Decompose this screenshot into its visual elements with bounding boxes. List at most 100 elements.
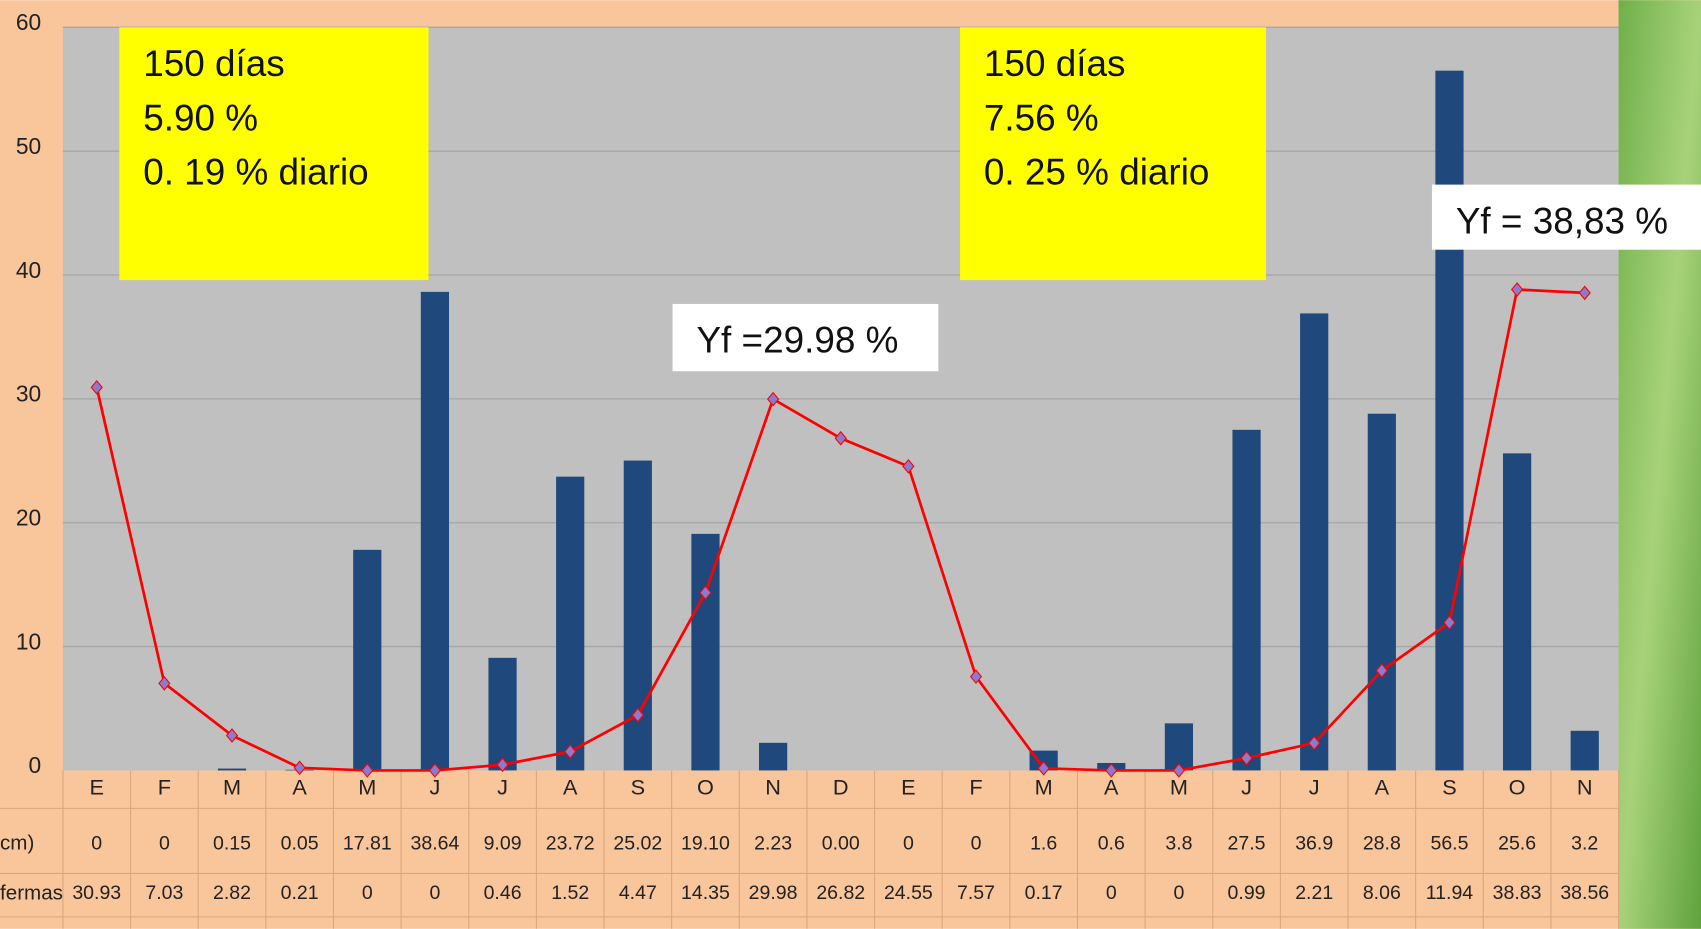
table-cell: 0 bbox=[1173, 882, 1184, 904]
row-label: cm) bbox=[0, 832, 34, 855]
marker bbox=[1172, 763, 1186, 778]
bar bbox=[691, 533, 720, 771]
marker bbox=[225, 728, 239, 743]
table-cell: 0.00 bbox=[822, 832, 860, 854]
bar bbox=[488, 657, 517, 771]
marker bbox=[1308, 735, 1321, 751]
table-cell: 0 bbox=[903, 832, 914, 854]
table-cell: 2.23 bbox=[754, 832, 792, 854]
x-tick-label: E bbox=[901, 775, 915, 800]
table-cell: 0 bbox=[362, 882, 373, 904]
x-tick-label: J bbox=[497, 775, 508, 800]
table-cell: 38.56 bbox=[1560, 882, 1609, 904]
annotation-text: 150 días bbox=[143, 43, 284, 84]
y-tick-label: 10 bbox=[16, 628, 41, 654]
y-tick-label: 0 bbox=[29, 752, 42, 778]
table-cell: 29.98 bbox=[749, 882, 798, 904]
annotation-box bbox=[119, 27, 429, 281]
marker bbox=[1443, 615, 1456, 630]
x-tick-label: A bbox=[1104, 775, 1119, 800]
x-tick-label: O bbox=[1509, 775, 1526, 800]
table-cell: 3.8 bbox=[1165, 832, 1192, 854]
table-cell: 19.10 bbox=[681, 832, 730, 854]
x-tick-label: J bbox=[1241, 775, 1252, 800]
x-tick-label: E bbox=[90, 775, 104, 800]
marker bbox=[1510, 282, 1524, 297]
x-tick-label: D bbox=[833, 775, 849, 800]
table-cell: 0.99 bbox=[1228, 882, 1266, 904]
marker bbox=[90, 379, 103, 395]
table-cell: 2.21 bbox=[1295, 882, 1333, 904]
x-tick-label: M bbox=[223, 775, 241, 800]
marker bbox=[1105, 763, 1118, 778]
marker bbox=[1375, 663, 1388, 678]
table-cell: 7.57 bbox=[957, 882, 995, 904]
table-cell: 0.46 bbox=[484, 882, 522, 904]
row-label: fermas bbox=[0, 882, 63, 905]
marker bbox=[564, 744, 577, 759]
marker bbox=[834, 430, 847, 446]
table-cell: 3.2 bbox=[1571, 832, 1598, 854]
bar bbox=[623, 460, 652, 771]
marker bbox=[428, 763, 442, 778]
table-cell: 0.6 bbox=[1098, 832, 1125, 854]
bar bbox=[420, 291, 450, 771]
bar bbox=[1502, 453, 1532, 771]
annotation-text: 7.56 % bbox=[984, 97, 1099, 138]
table-cell: 0 bbox=[159, 832, 170, 854]
y-tick-label: 50 bbox=[16, 133, 41, 159]
x-tick-label: A bbox=[563, 775, 578, 800]
y-tick-label: 60 bbox=[16, 9, 41, 35]
table-cell: 24.55 bbox=[884, 882, 933, 904]
table-cell: 28.8 bbox=[1363, 832, 1401, 854]
bar bbox=[1367, 413, 1396, 771]
y-tick-label: 20 bbox=[16, 504, 41, 530]
annotation-text: Yf = 38,83 % bbox=[1456, 200, 1668, 241]
table-cell: 4.47 bbox=[619, 882, 657, 904]
x-tick-label: F bbox=[158, 775, 171, 800]
annotation-box bbox=[1431, 184, 1701, 250]
marker bbox=[158, 675, 171, 691]
marker bbox=[293, 760, 306, 776]
table-cell: 0 bbox=[91, 832, 102, 854]
table-cell: 11.94 bbox=[1426, 882, 1474, 904]
bar bbox=[1232, 429, 1261, 771]
table-cell: 25.6 bbox=[1498, 832, 1536, 854]
annotation-text: 5.90 % bbox=[143, 97, 258, 138]
x-tick-label: J bbox=[1309, 775, 1320, 800]
annotation-text: 150 días bbox=[984, 43, 1125, 84]
bar bbox=[1164, 723, 1194, 771]
bar bbox=[1029, 750, 1058, 771]
bar bbox=[1300, 313, 1329, 771]
annotation-box bbox=[672, 303, 939, 372]
table-cell: 0.05 bbox=[281, 832, 319, 854]
table-cell: 0.21 bbox=[281, 882, 319, 904]
x-tick-label: M bbox=[1035, 775, 1053, 800]
table-cell: 2.82 bbox=[213, 882, 251, 904]
annotation-text: 0. 19 % diario bbox=[143, 152, 368, 193]
table-cell: 1.6 bbox=[1030, 832, 1057, 854]
annotation-text: Yf =29.98 % bbox=[696, 320, 898, 361]
marker bbox=[1578, 285, 1591, 301]
x-tick-label: M bbox=[358, 775, 376, 800]
table-cell: 25.02 bbox=[613, 832, 662, 854]
annotation-text: 0. 25 % diario bbox=[984, 152, 1209, 193]
table-cell: 0.17 bbox=[1025, 882, 1063, 904]
x-tick-label: S bbox=[1442, 775, 1456, 800]
table-cell: 7.03 bbox=[145, 882, 183, 904]
x-tick-label: M bbox=[1170, 775, 1188, 800]
table-cell: 23.72 bbox=[546, 832, 595, 854]
table-cell: 0.15 bbox=[213, 832, 251, 854]
marker bbox=[969, 669, 983, 685]
table-cell: 0 bbox=[971, 832, 982, 854]
table-cell: 26.82 bbox=[816, 882, 865, 904]
x-tick-label: O bbox=[697, 775, 714, 800]
y-tick-label: 30 bbox=[16, 381, 41, 407]
marker bbox=[631, 707, 644, 723]
table-cell: 27.5 bbox=[1228, 832, 1266, 854]
x-tick-label: N bbox=[1577, 775, 1593, 800]
marker bbox=[1037, 760, 1050, 776]
bar bbox=[1570, 730, 1599, 771]
